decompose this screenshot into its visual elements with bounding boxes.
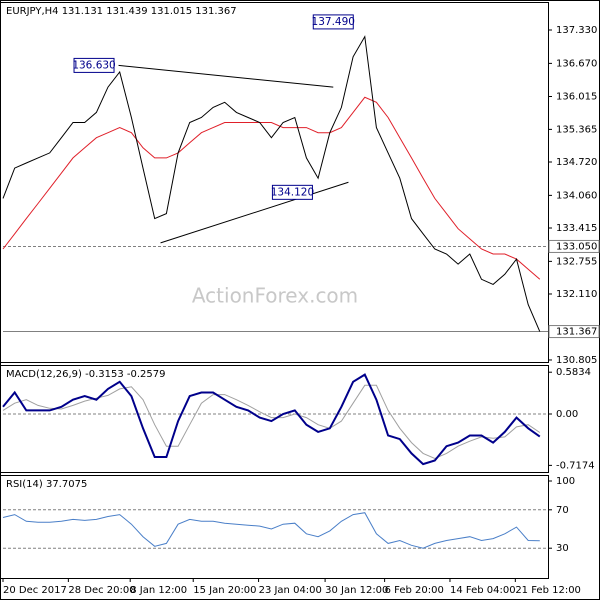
x-tick-label: 23 Jan 04:00	[259, 585, 322, 596]
trendline	[160, 181, 349, 244]
y-tick-label: 132.755	[556, 256, 597, 267]
y-tick-label: 136.670	[556, 58, 597, 69]
y-tick-label: 133.415	[556, 223, 597, 234]
y-tick-label: 130.805	[556, 355, 597, 366]
y-tick-label: 135.365	[556, 124, 597, 135]
panel-title: EURJPY,H4 131.131 131.439 131.015 131.36…	[6, 6, 237, 17]
annotation-label: 134.120	[271, 186, 314, 198]
annotation-box	[312, 14, 354, 30]
x-tick-label: 30 Jan 12:00	[325, 585, 388, 596]
x-tick-label: 21 Feb 12:00	[515, 585, 581, 596]
watermark: ActionForex.com	[192, 284, 358, 308]
y-tick-label: 137.330	[556, 25, 597, 36]
level-label: 133.050	[556, 241, 597, 252]
x-tick-label: 6 Feb 20:00	[385, 585, 444, 596]
rsi-panel	[0, 475, 549, 579]
series-line	[2, 35, 541, 332]
y-tick-label: 134.060	[556, 190, 597, 201]
series-line	[2, 96, 541, 280]
y-tick-label: 0.5834	[556, 367, 591, 378]
trendline	[118, 64, 334, 88]
macd-panel	[0, 365, 549, 473]
series-line	[2, 512, 540, 549]
x-tick-label: 15 Jan 20:00	[193, 585, 256, 596]
y-tick-label: -0.7174	[556, 460, 595, 471]
x-tick-label: 14 Feb 04:00	[450, 585, 516, 596]
x-tick-label: 28 Dec 20:00	[68, 585, 135, 596]
level-label: 131.367	[556, 327, 597, 338]
annotation-box	[73, 57, 115, 73]
x-tick-label: 20 Dec 2017	[3, 585, 67, 596]
y-tick-label: 134.720	[556, 157, 597, 168]
x-tick-label: 8 Jan 12:00	[130, 585, 187, 596]
annotation-box	[271, 184, 313, 200]
y-tick-label: 132.110	[556, 289, 597, 300]
y-tick-label: 0.00	[556, 409, 578, 420]
level-label-box	[548, 239, 600, 253]
panel-title: RSI(14) 37.7075	[6, 479, 87, 490]
y-tick-label: 70	[556, 505, 569, 516]
panel-title: MACD(12,26,9) -0.3153 -0.2579	[6, 369, 166, 380]
y-tick-label: 136.015	[556, 92, 597, 103]
series-line	[2, 373, 541, 466]
annotation-label: 137.490	[312, 16, 355, 28]
y-tick-label: 100	[556, 476, 575, 487]
annotation-label: 136.630	[72, 59, 115, 71]
price-panel	[0, 2, 549, 363]
level-label-box	[548, 325, 600, 339]
y-tick-label: 30	[556, 543, 569, 554]
